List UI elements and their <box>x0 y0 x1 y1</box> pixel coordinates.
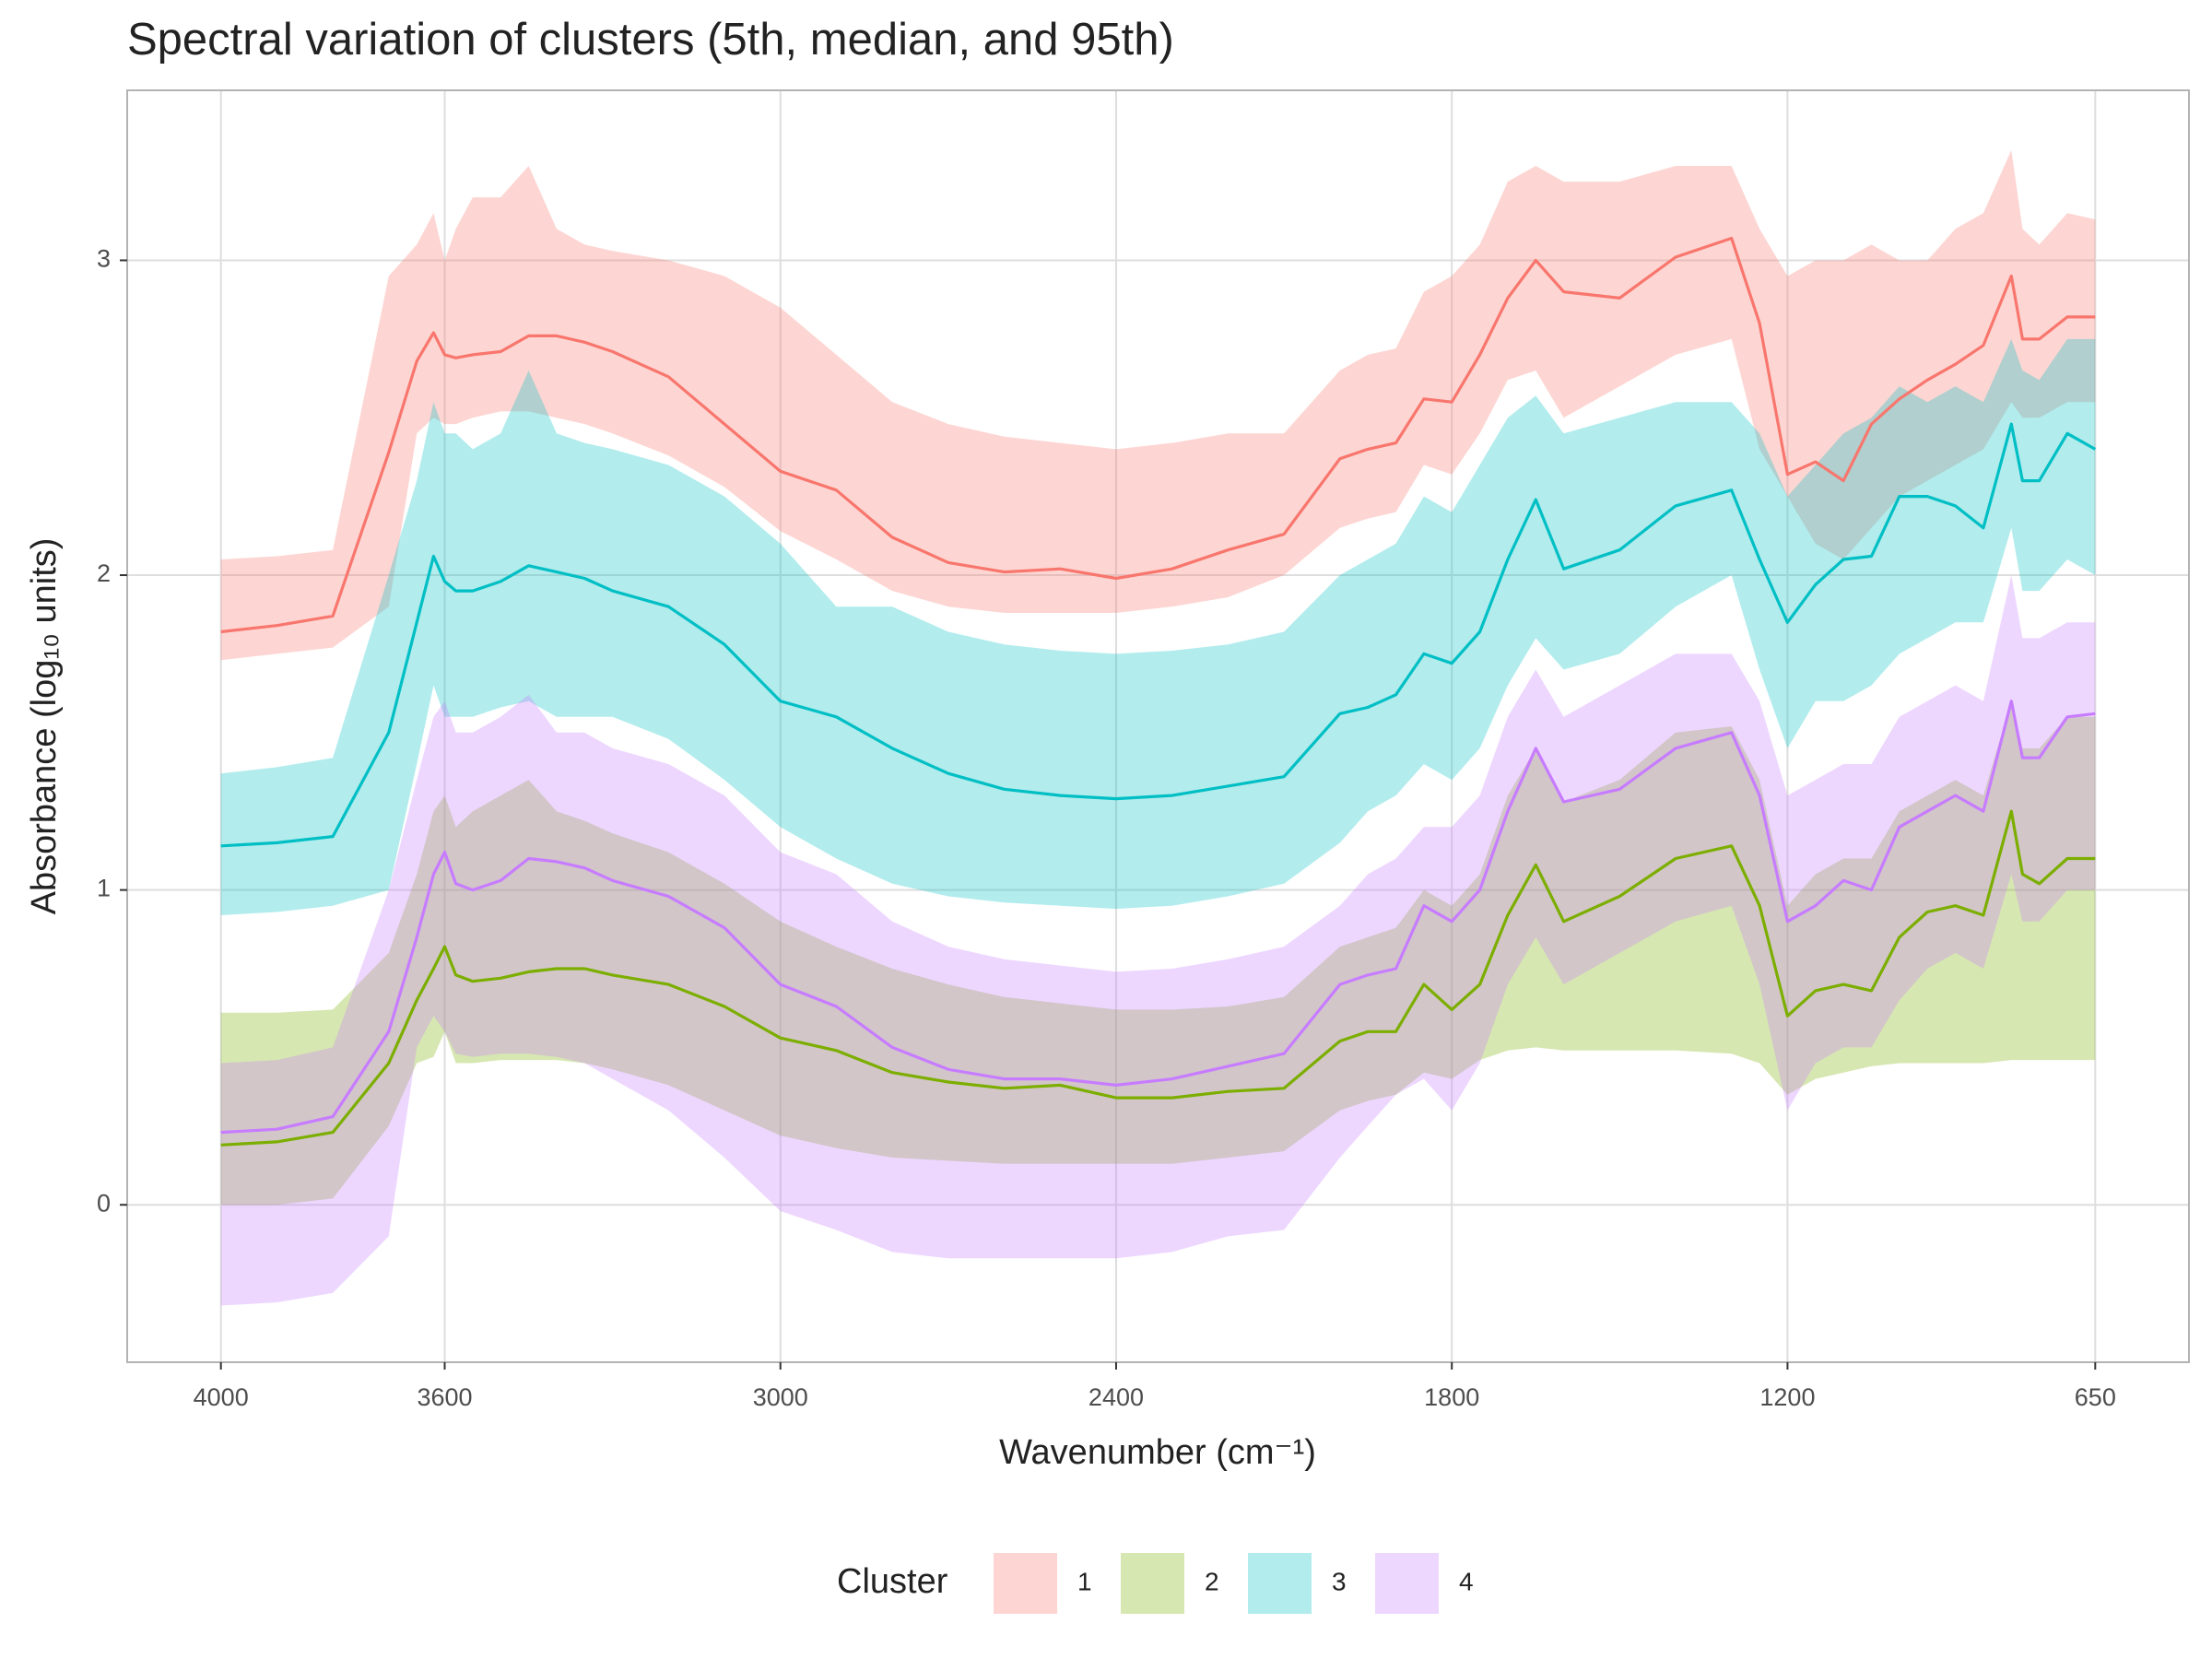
legend: Cluster 1 2 3 4 <box>837 1553 1474 1614</box>
axes: 4000 3600 3000 2400 1800 1200 650 0 1 2 3 <box>97 245 2116 1412</box>
legend-key <box>1248 1553 1312 1614</box>
legend-key <box>1375 1553 1439 1614</box>
legend-label: 2 <box>1205 1567 1219 1595</box>
y-axis-title: Absorbance (log₁₀ units) <box>25 538 64 915</box>
ribbon <box>220 700 2096 1206</box>
median-line <box>220 422 2097 848</box>
panel-border <box>126 89 2190 1363</box>
ribbon <box>220 338 2096 915</box>
y-tick-label: 1 <box>97 875 111 902</box>
legend-label: 3 <box>1332 1567 1347 1595</box>
lines <box>220 236 2097 1147</box>
legend-label: 4 <box>1459 1567 1474 1595</box>
legend-title: Cluster <box>837 1562 948 1601</box>
ribbons <box>220 149 2096 1306</box>
x-tick-label: 1200 <box>1759 1383 1815 1411</box>
median-line <box>220 236 2096 634</box>
median-line <box>220 809 2096 1147</box>
legend-key <box>994 1553 1057 1614</box>
median-line <box>220 700 2096 1135</box>
y-tick-label: 0 <box>97 1189 111 1217</box>
legend-key <box>1121 1553 1184 1614</box>
x-tick-label: 2400 <box>1088 1383 1144 1411</box>
y-tick-label: 3 <box>97 245 111 273</box>
x-axis-title: Wavenumber (cm⁻¹) <box>999 1433 1316 1472</box>
x-tick-label: 1800 <box>1424 1383 1479 1411</box>
chart-title: Spectral variation of clusters (5th, med… <box>127 15 1174 65</box>
x-tick-label: 4000 <box>194 1383 249 1411</box>
y-tick-label: 2 <box>97 559 111 587</box>
ribbon <box>220 149 2096 661</box>
x-tick-label: 3000 <box>753 1383 808 1411</box>
x-tick-label: 3600 <box>417 1383 472 1411</box>
legend-label: 1 <box>1077 1567 1092 1595</box>
ribbon <box>220 575 2096 1306</box>
x-tick-label: 650 <box>2075 1383 2116 1411</box>
